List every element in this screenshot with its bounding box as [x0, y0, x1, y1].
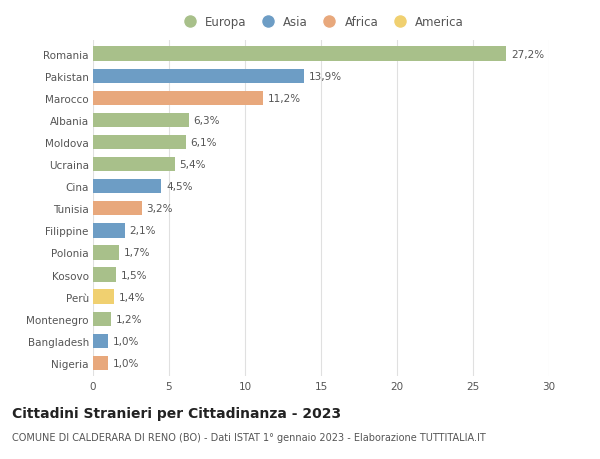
Text: 4,5%: 4,5% [166, 182, 193, 192]
Text: 3,2%: 3,2% [146, 204, 173, 214]
Bar [93, 246, 119, 260]
Text: 1,5%: 1,5% [121, 270, 147, 280]
Bar [93, 47, 506, 62]
Text: 1,7%: 1,7% [124, 248, 150, 258]
Text: 11,2%: 11,2% [268, 94, 301, 104]
Bar [93, 202, 142, 216]
Bar [93, 157, 175, 172]
Bar [93, 113, 189, 128]
Bar [93, 312, 111, 326]
Text: 13,9%: 13,9% [309, 72, 342, 82]
Bar [93, 224, 125, 238]
Text: Cittadini Stranieri per Cittadinanza - 2023: Cittadini Stranieri per Cittadinanza - 2… [12, 406, 341, 420]
Bar [93, 69, 304, 84]
Text: 1,0%: 1,0% [113, 336, 139, 346]
Legend: Europa, Asia, Africa, America: Europa, Asia, Africa, America [178, 16, 464, 29]
Text: 6,3%: 6,3% [193, 116, 220, 126]
Text: 1,4%: 1,4% [119, 292, 145, 302]
Bar [93, 334, 108, 348]
Text: 2,1%: 2,1% [130, 226, 156, 236]
Bar [93, 356, 108, 370]
Bar [93, 179, 161, 194]
Text: 1,2%: 1,2% [116, 314, 142, 324]
Text: 1,0%: 1,0% [113, 358, 139, 368]
Text: 5,4%: 5,4% [179, 160, 206, 170]
Bar [93, 268, 116, 282]
Bar [93, 91, 263, 106]
Text: 27,2%: 27,2% [511, 50, 544, 60]
Text: 6,1%: 6,1% [190, 138, 217, 148]
Bar [93, 135, 186, 150]
Text: COMUNE DI CALDERARA DI RENO (BO) - Dati ISTAT 1° gennaio 2023 - Elaborazione TUT: COMUNE DI CALDERARA DI RENO (BO) - Dati … [12, 432, 486, 442]
Bar [93, 290, 114, 304]
